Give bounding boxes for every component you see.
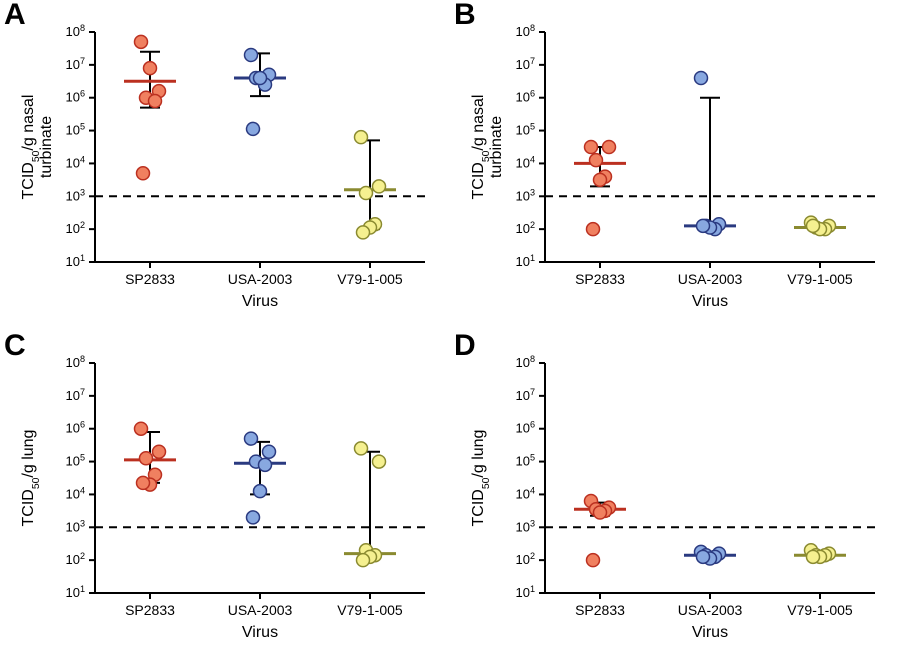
svg-text:101: 101 <box>65 584 85 600</box>
svg-text:TCID50/g lung: TCID50/g lung <box>20 429 42 526</box>
svg-text:Virus: Virus <box>242 624 278 641</box>
svg-text:101: 101 <box>515 584 535 600</box>
svg-text:108: 108 <box>515 354 535 370</box>
svg-text:turbinate: turbinate <box>38 116 55 178</box>
svg-text:103: 103 <box>515 187 535 203</box>
svg-text:102: 102 <box>515 551 535 567</box>
svg-text:105: 105 <box>515 122 535 138</box>
svg-text:V79-1-005: V79-1-005 <box>787 271 853 287</box>
svg-text:107: 107 <box>65 56 85 72</box>
svg-text:V79-1-005: V79-1-005 <box>337 602 403 618</box>
svg-text:103: 103 <box>515 518 535 534</box>
svg-text:turbinate: turbinate <box>488 116 505 178</box>
svg-text:108: 108 <box>65 354 85 370</box>
svg-text:104: 104 <box>515 154 535 170</box>
svg-text:104: 104 <box>515 485 535 501</box>
figure-grid: A 101 102 103 104 105 106 107 108 SP2833 USA-2003 V… <box>0 0 900 661</box>
svg-text:SP2833: SP2833 <box>125 271 175 287</box>
svg-text:SP2833: SP2833 <box>575 602 625 618</box>
svg-text:106: 106 <box>65 89 85 105</box>
svg-text:107: 107 <box>65 386 85 402</box>
svg-text:105: 105 <box>65 122 85 138</box>
svg-text:106: 106 <box>515 419 535 435</box>
svg-text:102: 102 <box>65 551 85 567</box>
svg-text:Virus: Virus <box>242 293 278 310</box>
svg-text:V79-1-005: V79-1-005 <box>787 602 853 618</box>
svg-text:103: 103 <box>65 187 85 203</box>
panel-letter: A <box>4 0 26 32</box>
panel-letter: B <box>454 0 476 32</box>
panel-b: B 101 102 103 104 105 106 107 108 SP2833 USA-2003 V… <box>450 0 900 331</box>
svg-text:Virus: Virus <box>692 293 728 310</box>
svg-text:USA-2003: USA-2003 <box>228 271 293 287</box>
svg-text:SP2833: SP2833 <box>575 271 625 287</box>
svg-text:102: 102 <box>65 220 85 236</box>
panel-c: C 101 102 103 104 105 106 107 108 SP2833 USA-2003 V… <box>0 331 450 661</box>
svg-text:102: 102 <box>515 220 535 236</box>
svg-text:V79-1-005: V79-1-005 <box>337 271 403 287</box>
svg-text:USA-2003: USA-2003 <box>678 271 743 287</box>
svg-text:108: 108 <box>515 23 535 39</box>
svg-text:Virus: Virus <box>692 624 728 641</box>
svg-text:105: 105 <box>65 452 85 468</box>
svg-text:TCID50/g lung: TCID50/g lung <box>470 429 492 526</box>
panel-d: D 101 102 103 104 105 106 107 108 SP2833 USA-2003 V… <box>450 331 900 661</box>
svg-text:106: 106 <box>65 419 85 435</box>
svg-text:107: 107 <box>515 386 535 402</box>
svg-text:USA-2003: USA-2003 <box>678 602 743 618</box>
svg-text:104: 104 <box>65 154 85 170</box>
svg-text:107: 107 <box>515 56 535 72</box>
panel-letter: D <box>454 329 476 363</box>
svg-text:103: 103 <box>65 518 85 534</box>
panel-a: A 101 102 103 104 105 106 107 108 SP2833 USA-2003 V… <box>0 0 450 331</box>
panel-letter: C <box>4 329 26 363</box>
svg-text:106: 106 <box>515 89 535 105</box>
svg-text:104: 104 <box>65 485 85 501</box>
svg-text:105: 105 <box>515 452 535 468</box>
svg-text:USA-2003: USA-2003 <box>228 602 293 618</box>
svg-text:108: 108 <box>65 23 85 39</box>
svg-text:101: 101 <box>65 253 85 269</box>
svg-text:101: 101 <box>515 253 535 269</box>
svg-text:SP2833: SP2833 <box>125 602 175 618</box>
